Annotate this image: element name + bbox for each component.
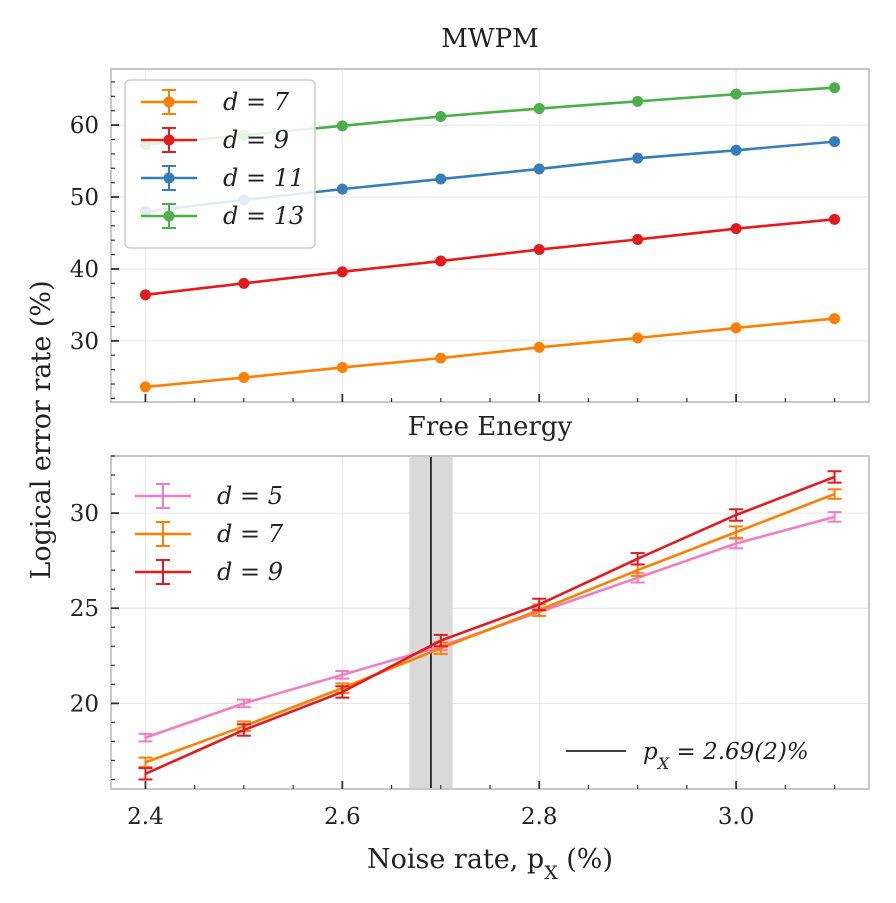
series-d9: [138, 470, 842, 781]
data-point: [730, 88, 742, 100]
x-tick-label: 2.4: [127, 804, 164, 830]
y-axis-label: Logical error rate (%): [26, 280, 57, 579]
data-point: [533, 244, 545, 256]
y-tick-label: 20: [70, 691, 99, 717]
data-point: [632, 332, 644, 344]
data-point: [336, 361, 348, 373]
y-tick-label: 40: [70, 257, 99, 283]
data-point: [435, 110, 447, 122]
data-point: [435, 255, 447, 267]
data-point: [829, 82, 841, 94]
legend-label: d = 7: [223, 88, 290, 116]
data-point: [829, 313, 841, 325]
chart-title: MWPM: [441, 24, 538, 54]
data-point: [730, 223, 742, 235]
data-point: [139, 381, 151, 393]
series-d9: [139, 213, 841, 301]
series-line: [145, 317, 835, 389]
x-tick-label: 2.8: [521, 804, 558, 830]
series-d7: [139, 313, 841, 393]
series-line: [144, 475, 836, 775]
legend: d = 7 d = 9 d = 11 d = 13: [124, 79, 316, 249]
series-d7: [138, 488, 842, 769]
data-point: [730, 322, 742, 334]
data-point: [435, 173, 447, 185]
series-line: [145, 492, 836, 764]
legend-marker: [163, 210, 175, 222]
legend: d = 5 d = 7 d = 9: [135, 482, 284, 586]
data-point: [533, 163, 545, 175]
data-point: [829, 213, 841, 225]
panel-mwpm: MWPM 30 40 50 60 d = 7 d = 9 d = 11 d = 13: [70, 24, 870, 403]
data-point: [632, 233, 644, 245]
series-line: [145, 218, 835, 297]
data-point: [829, 136, 841, 148]
data-point: [533, 341, 545, 353]
y-tick-label: 60: [70, 113, 99, 139]
legend-label: d = 5: [217, 482, 283, 510]
data-point: [730, 144, 742, 156]
threshold-legend-label: pX = 2.69(2)%: [643, 739, 809, 773]
data-point: [533, 103, 545, 115]
legend-marker: [163, 172, 175, 184]
data-point: [238, 277, 250, 289]
legend-label: d = 9: [217, 558, 283, 586]
legend-label: d = 9: [223, 126, 289, 154]
legend-label: d = 11: [223, 164, 304, 192]
legend-marker: [163, 96, 175, 108]
x-axis-label: Noise rate, pX (%): [367, 844, 613, 884]
x-tick-label: 3.0: [718, 804, 755, 830]
ticks: 30 40 50 60: [70, 81, 836, 402]
data-point: [632, 152, 644, 164]
data-point: [336, 120, 348, 132]
legend-frame: [124, 79, 316, 249]
legend-marker: [163, 134, 175, 146]
data-point: [238, 372, 250, 384]
legend-label: d = 13: [223, 202, 304, 230]
data-point: [139, 289, 151, 301]
legend-label: d = 7: [217, 520, 284, 548]
data-point: [632, 95, 644, 107]
y-tick-label: 30: [70, 501, 99, 527]
ticks: 2.4 2.6 2.8 3.0 20 25 30: [70, 455, 836, 830]
chart-title: Free Energy: [408, 412, 573, 442]
data-point: [336, 266, 348, 278]
x-tick-label: 2.6: [324, 804, 361, 830]
data-point: [435, 352, 447, 364]
y-tick-label: 25: [70, 596, 99, 622]
data-point: [336, 183, 348, 195]
y-tick-label: 30: [70, 329, 99, 355]
y-tick-label: 50: [70, 185, 99, 211]
